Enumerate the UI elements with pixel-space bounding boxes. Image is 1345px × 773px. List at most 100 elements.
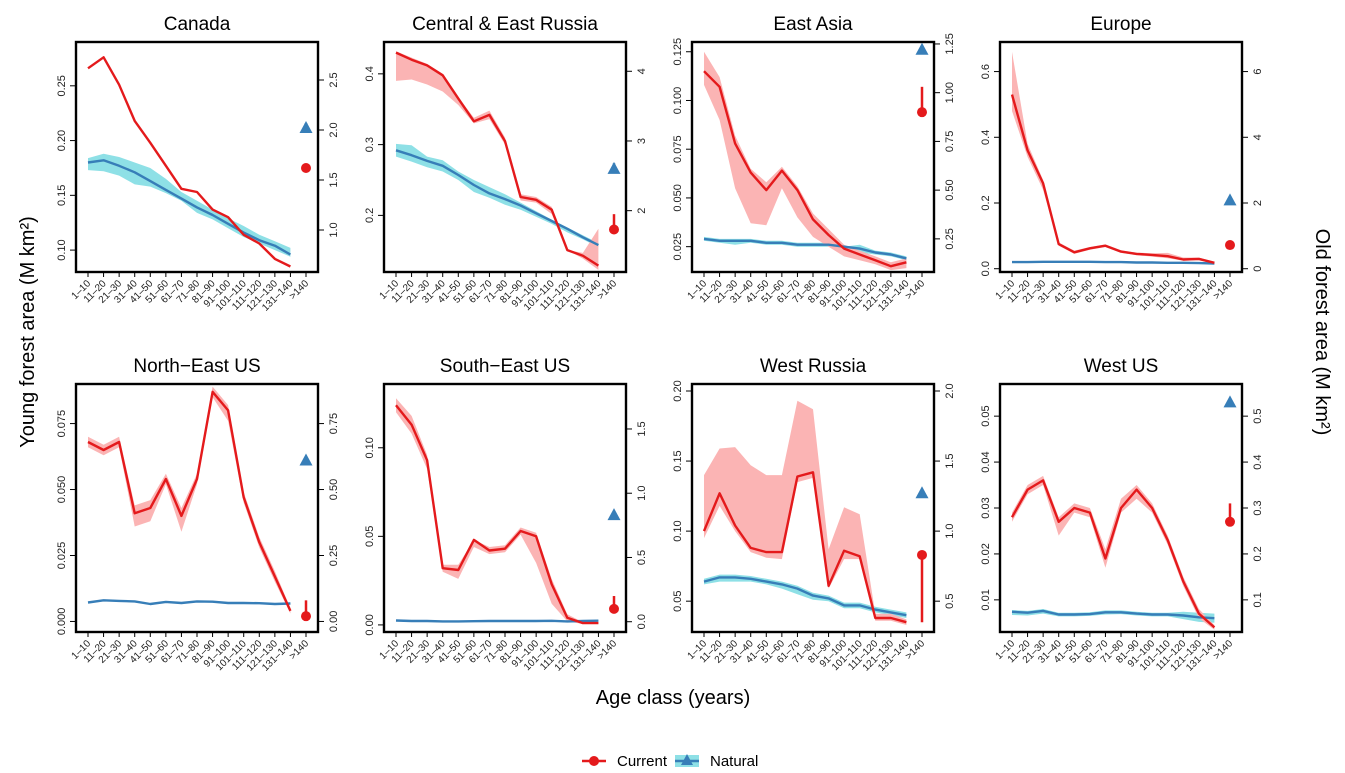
left-tick-label: 0.05 bbox=[672, 590, 684, 611]
panel-title: Central & East Russia bbox=[412, 14, 598, 35]
left-tick-label: 0.4 bbox=[364, 66, 376, 81]
right-tick-label: 1.5 bbox=[944, 453, 956, 468]
left-tick-label: 0.02 bbox=[980, 543, 992, 564]
panel-title: East Asia bbox=[773, 14, 853, 35]
old-current-marker bbox=[301, 163, 311, 173]
right-tick-label: 0.00 bbox=[328, 611, 340, 632]
legend-item-current: Current bbox=[582, 753, 668, 770]
right-tick-label: 2.0 bbox=[944, 383, 956, 398]
right-tick-label: 2 bbox=[636, 208, 648, 214]
left-tick-label: 0.20 bbox=[56, 130, 68, 151]
left-tick-label: 0.25 bbox=[56, 75, 68, 96]
left-tick-label: 0.20 bbox=[672, 380, 684, 401]
old-natural-marker bbox=[607, 508, 621, 521]
right-tick-label: 0.75 bbox=[944, 131, 956, 152]
right-tick-label: 0.1 bbox=[1252, 592, 1264, 607]
natural-line bbox=[87, 599, 291, 606]
natural-line bbox=[1011, 609, 1215, 620]
right-tick-label: 2.0 bbox=[328, 122, 340, 137]
old-current-marker bbox=[301, 611, 311, 622]
left-tick-label: 0.6 bbox=[980, 64, 992, 79]
current-band bbox=[396, 398, 599, 624]
right-tick-label: 0.5 bbox=[636, 550, 648, 565]
right-tick-label: 1.0 bbox=[636, 486, 648, 501]
left-tick-label: 0.10 bbox=[672, 520, 684, 541]
current-band bbox=[704, 51, 907, 271]
left-tick-label: 0.0 bbox=[980, 261, 992, 276]
old-natural-marker bbox=[915, 42, 929, 55]
right-tick-label: 0.4 bbox=[1252, 454, 1264, 469]
current-band bbox=[704, 400, 907, 625]
small-multiples: Canada0.100.150.200.251.01.52.02.51–1011… bbox=[56, 14, 1264, 674]
right-tick-label: 1.5 bbox=[636, 421, 648, 436]
right-tick-label: 2 bbox=[1252, 200, 1264, 206]
left-tick-label: 0.000 bbox=[56, 608, 68, 636]
right-tick-label: 1.0 bbox=[328, 222, 340, 237]
left-tick-label: 0.050 bbox=[56, 476, 68, 504]
legend-marker bbox=[681, 754, 693, 765]
legend: Current Natural bbox=[582, 753, 758, 770]
old-natural-marker bbox=[607, 161, 621, 174]
panel-0: Canada0.100.150.200.251.01.52.02.51–1011… bbox=[56, 14, 340, 314]
panel-title: West Russia bbox=[760, 356, 867, 377]
panel-frame bbox=[382, 382, 628, 634]
right-tick-label: 0.25 bbox=[944, 228, 956, 249]
current-line bbox=[87, 390, 292, 612]
left-tick-label: 0.01 bbox=[980, 589, 992, 610]
legend-item-natural: Natural bbox=[675, 753, 758, 770]
panel-7: West US 0.01 0.02 0.03 0.04 0.05 0.1 0.2 0.3 0.4 0… bbox=[980, 356, 1264, 674]
natural-band bbox=[704, 236, 907, 261]
right-tick-label: 1.5 bbox=[328, 172, 340, 187]
right-tick-label: 0.0 bbox=[636, 614, 648, 629]
left-tick-label: 0.4 bbox=[980, 130, 992, 145]
right-tick-label: 1.00 bbox=[944, 82, 956, 103]
left-tick-label: 0.15 bbox=[56, 185, 68, 206]
left-tick-label: 0.05 bbox=[980, 405, 992, 426]
natural-line bbox=[395, 149, 599, 247]
left-tick-label: 0.04 bbox=[980, 451, 992, 472]
right-tick-label: 4 bbox=[1252, 134, 1264, 140]
left-tick-label: 0.025 bbox=[56, 542, 68, 570]
current-line bbox=[703, 70, 907, 268]
left-tick-label: 0.2 bbox=[980, 195, 992, 210]
left-tick-label: 0.10 bbox=[364, 437, 376, 458]
current-band bbox=[1012, 51, 1215, 264]
left-tick-label: 0.03 bbox=[980, 497, 992, 518]
right-tick-label: 0 bbox=[1252, 266, 1264, 272]
panel-title: West US bbox=[1084, 356, 1159, 377]
panel-frame bbox=[998, 40, 1244, 274]
old-natural-marker bbox=[299, 453, 313, 466]
y-axis-label-left: Young forest area (M km²) bbox=[17, 216, 39, 448]
left-tick-label: 0.3 bbox=[364, 137, 376, 152]
panel-title: Canada bbox=[164, 14, 231, 35]
natural-band bbox=[704, 574, 907, 618]
x-axis-label: Age class (years) bbox=[596, 687, 751, 709]
panel-5: South−East US0.000.050.100.00.51.01.51–1… bbox=[364, 356, 648, 674]
old-natural-marker bbox=[915, 486, 929, 499]
right-tick-label: 1.0 bbox=[944, 523, 956, 538]
panel-4: North−East US 0.000 0.025 0.050 0.075 0.00 0.2… bbox=[56, 356, 340, 674]
right-tick-label: 3 bbox=[636, 138, 648, 144]
right-tick-label: 0.50 bbox=[944, 179, 956, 200]
old-current-marker bbox=[1225, 516, 1235, 527]
right-tick-label: 6 bbox=[1252, 69, 1264, 75]
panel-2: East Asia 0.025 0.050 0.075 0.100 0.125 0.25 0.… bbox=[672, 14, 956, 314]
old-current-marker bbox=[1225, 240, 1235, 251]
panel-6: West Russia0.050.100.150.200.51.01.52.01… bbox=[672, 356, 956, 674]
y-axis-label-right: Old forest area (M km²) bbox=[1311, 229, 1333, 436]
left-tick-label: 0.100 bbox=[672, 87, 684, 115]
current-line bbox=[1010, 94, 1215, 264]
right-tick-label: 0.25 bbox=[328, 545, 340, 566]
old-natural-marker bbox=[299, 121, 313, 133]
left-tick-label: 0.05 bbox=[364, 526, 376, 547]
right-tick-label: 0.50 bbox=[328, 479, 340, 500]
left-tick-label: 0.125 bbox=[672, 38, 684, 66]
old-natural-marker bbox=[1223, 193, 1237, 206]
right-tick-label: 0.5 bbox=[944, 594, 956, 609]
current-line bbox=[395, 404, 599, 625]
natural-line bbox=[703, 237, 907, 260]
natural-line bbox=[87, 159, 291, 256]
natural-line bbox=[1012, 260, 1215, 265]
left-tick-label: 0.075 bbox=[56, 410, 68, 438]
